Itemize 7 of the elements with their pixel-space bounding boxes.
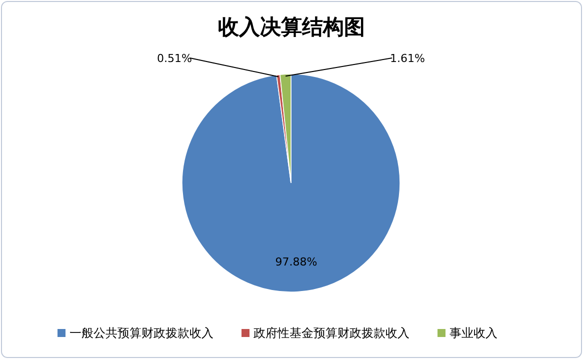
data-label: 1.61% <box>390 52 425 65</box>
data-label: 97.88% <box>275 255 318 268</box>
legend-label: 一般公共预算财政拨款收入 <box>70 326 214 340</box>
legend-label: 政府性基金预算财政拨款收入 <box>254 326 410 340</box>
data-label: 0.51% <box>157 52 192 65</box>
chart-title: 收入决算结构图 <box>218 15 365 39</box>
legend-label: 事业收入 <box>450 326 498 340</box>
